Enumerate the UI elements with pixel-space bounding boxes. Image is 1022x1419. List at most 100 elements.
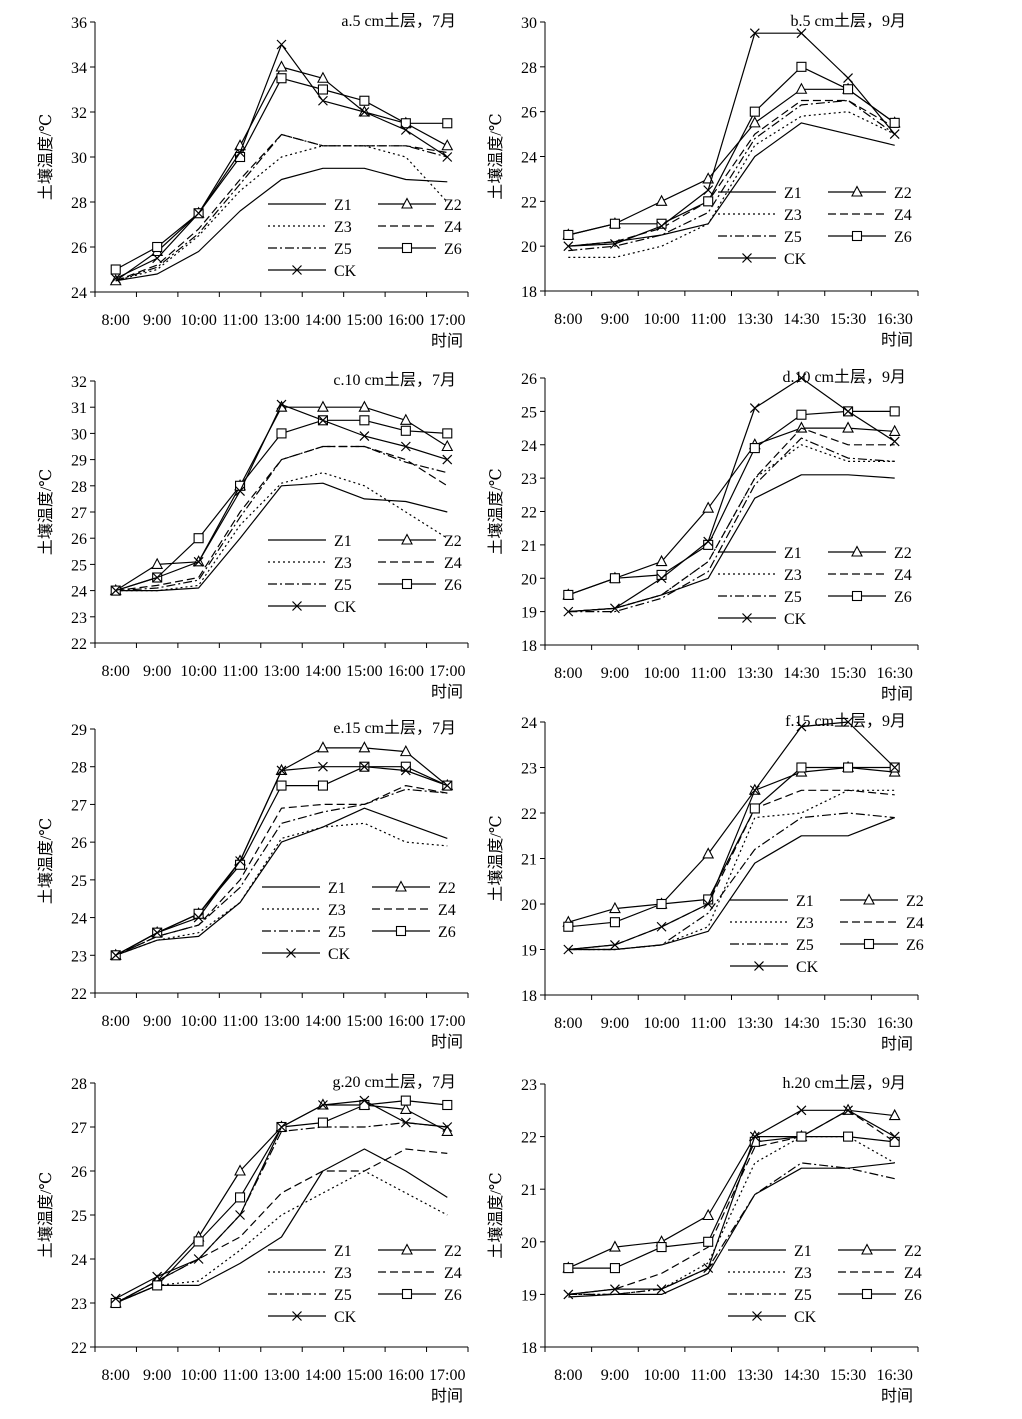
data-point: [276, 1122, 287, 1132]
legend-label: Z5: [328, 924, 346, 941]
panel-title: h.20 cm土层，9月: [782, 1074, 906, 1092]
legend-label: Z3: [328, 902, 346, 919]
data-point: [442, 118, 453, 129]
data-point: [276, 399, 287, 410]
legend-item-z2: Z2: [840, 893, 924, 910]
legend-label: Z4: [906, 915, 924, 932]
legend-label: Z3: [784, 567, 802, 584]
legend-label: Z2: [904, 1243, 922, 1260]
legend-label: Z3: [796, 915, 814, 932]
legend-marker: [401, 1243, 413, 1255]
chart-panel-g: 22 23 24 25 26 27 28 8:00 9:00 10:00 11:00 13:00 14:…: [36, 1073, 469, 1405]
y-tick-label: 30: [71, 150, 87, 167]
data-point: [655, 194, 668, 206]
series-z4: [115, 133, 448, 282]
y-tick-label: 27: [71, 1120, 87, 1137]
data-point: [110, 1297, 121, 1309]
x-tick-label: 14:00: [305, 1367, 341, 1384]
data-point: [110, 273, 121, 284]
series-z3: [115, 145, 448, 282]
data-point: [235, 147, 245, 158]
x-tick-label: 14:00: [305, 312, 341, 329]
x-tick-label: 16:00: [388, 1367, 424, 1384]
x-tick-label: 8:00: [554, 311, 582, 328]
data-point: [193, 912, 204, 923]
legend-item-z6: Z6: [828, 589, 912, 606]
data-point: [317, 1117, 328, 1128]
data-point: [796, 373, 807, 383]
data-point: [400, 441, 411, 452]
data-point: [749, 403, 760, 413]
series-line: [115, 807, 448, 956]
series-ck: [563, 1105, 900, 1300]
data-point: [400, 118, 411, 129]
data-point: [655, 554, 668, 567]
panel-title: f.15 cm土层，9月: [785, 712, 906, 730]
data-point: [610, 940, 620, 950]
legend-label: Z2: [444, 197, 462, 214]
y-tick-label: 23: [71, 1296, 87, 1313]
data-point: [748, 116, 761, 128]
legend-item-z2: Z2: [378, 1243, 462, 1260]
series-line: [568, 66, 896, 236]
legend-marker: [742, 613, 752, 623]
legend-item-z3: Z3: [268, 1265, 352, 1282]
data-point: [796, 28, 807, 39]
legend-item-z5: Z5: [268, 241, 352, 258]
legend-marker: [851, 590, 863, 602]
panel-title: g.20 cm土层，7月: [332, 1073, 456, 1091]
legend-item-z5: Z5: [268, 1287, 352, 1304]
x-axis-title: 时间: [431, 683, 463, 701]
legend-label: Z6: [444, 577, 462, 594]
legend-label: Z1: [328, 880, 346, 897]
series-z3: [115, 472, 448, 592]
data-point: [843, 1131, 854, 1142]
y-tick-label: 21: [521, 1182, 537, 1199]
legend-marker: [401, 242, 413, 254]
legend-item-z2: Z2: [378, 197, 462, 214]
legend-item-z4: Z4: [828, 567, 912, 584]
x-tick-label: 16:00: [388, 663, 424, 680]
x-tick-label: 8:00: [101, 312, 129, 329]
data-point: [442, 780, 453, 791]
series-line: [568, 1109, 896, 1295]
x-tick-label: 15:30: [830, 665, 866, 682]
x-tick-label: 16:30: [876, 665, 912, 682]
data-point: [796, 762, 807, 773]
series-z2: [562, 82, 901, 240]
data-point: [318, 1100, 328, 1110]
legend-label: Z6: [906, 937, 924, 954]
data-point: [843, 406, 853, 417]
y-tick-label: 24: [521, 715, 537, 732]
series-z5: [568, 99, 896, 252]
series-ck: [110, 761, 453, 961]
data-point: [152, 927, 163, 938]
y-tick-label: 28: [71, 1076, 87, 1093]
data-point: [749, 28, 760, 39]
data-point: [400, 425, 411, 436]
data-point: [442, 428, 453, 439]
legend-label: Z5: [784, 229, 802, 246]
data-point: [276, 73, 287, 84]
legend-item-z2: Z2: [828, 185, 912, 202]
x-tick-label: 9:00: [601, 1015, 629, 1032]
data-point: [796, 409, 807, 420]
series-z4: [568, 427, 895, 613]
series-z5: [115, 1121, 448, 1304]
data-point: [317, 71, 329, 83]
x-tick-label: 14:00: [305, 1013, 341, 1030]
legend-item-z6: Z6: [378, 577, 462, 594]
legend-item-z4: Z4: [838, 1265, 922, 1282]
data-point: [193, 208, 204, 219]
data-point: [359, 761, 370, 772]
y-tick-label: 19: [521, 943, 537, 960]
x-tick-label: 17:00: [429, 663, 465, 680]
legend-item-z4: Z4: [372, 902, 456, 919]
y-tick-label: 20: [521, 571, 537, 588]
data-point: [235, 1210, 245, 1220]
legend-item-z6: Z6: [378, 1287, 462, 1304]
y-tick-label: 29: [71, 453, 87, 470]
data-point: [702, 501, 715, 513]
data-point: [703, 899, 714, 909]
x-tick-label: 14:30: [783, 665, 819, 682]
